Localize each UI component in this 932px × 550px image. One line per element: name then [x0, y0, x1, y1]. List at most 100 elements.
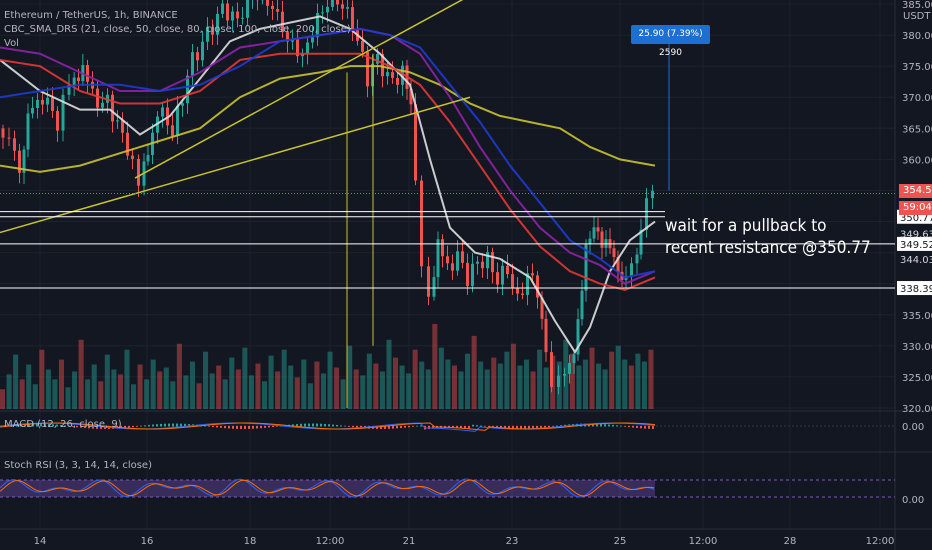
macd-histogram-bar: [620, 425, 622, 427]
macd-histogram-bar: [608, 424, 610, 427]
candle-body: [486, 252, 489, 269]
macd-histogram-bar: [528, 426, 530, 429]
volume-bar: [131, 384, 137, 409]
volume-bar: [379, 371, 385, 409]
y-tick-label: 335.00: [902, 311, 932, 322]
volume-bar: [517, 365, 523, 409]
volume-bar: [537, 349, 543, 409]
candle-body: [639, 229, 643, 255]
macd-histogram-bar: [224, 426, 226, 429]
unit-bg: [896, 8, 932, 22]
macd-histogram-bar: [456, 426, 458, 429]
macd-histogram-bar: [416, 425, 418, 427]
volume-bar: [170, 381, 176, 409]
macd-histogram-bar: [624, 426, 626, 427]
candle-body: [241, 17, 244, 19]
volume-bar: [425, 369, 431, 409]
macd-histogram-bar: [336, 424, 338, 427]
macd-histogram-bar: [640, 426, 642, 429]
macd-histogram-bar: [160, 423, 162, 427]
annotation-line-2: recent resistance @350.77: [665, 238, 871, 258]
indicator-legend[interactable]: CBC_SMA_DRS (21, close, 50, close, 80, c…: [4, 24, 351, 35]
macd-legend[interactable]: MACD (12, 26, close, 9): [4, 419, 122, 430]
x-tick-label: 28: [784, 536, 797, 547]
candle-body: [600, 231, 604, 248]
y-tick-label: 330.00: [902, 342, 932, 353]
volume-bar: [209, 373, 215, 409]
macd-histogram-bar: [452, 426, 454, 429]
macd-histogram-bar: [44, 423, 46, 427]
volume-bar: [648, 349, 654, 409]
macd-histogram-bar: [100, 426, 102, 429]
volume-legend[interactable]: Vol: [4, 38, 19, 49]
macd-histogram-bar: [512, 426, 514, 429]
candle-body: [271, 5, 274, 9]
macd-histogram-bar: [164, 423, 166, 427]
volume-bar: [340, 379, 346, 409]
macd-histogram-bar: [252, 426, 254, 429]
level-tag-label: 350.77: [900, 213, 932, 224]
volume-bar: [45, 369, 51, 409]
macd-histogram-bar: [220, 426, 222, 428]
volume-bar: [582, 359, 588, 409]
macd-histogram-bar: [304, 423, 306, 427]
y-tick-label: 370.00: [902, 93, 932, 104]
macd-histogram-bar: [468, 426, 470, 429]
volume-bar: [189, 361, 195, 409]
macd-histogram-bar: [464, 426, 466, 429]
stoch-axis-label: 0.00: [902, 495, 924, 506]
candle-body: [376, 53, 379, 64]
candle-body: [36, 99, 39, 108]
candle-body: [311, 37, 314, 43]
candle-body: [126, 132, 129, 156]
macd-histogram-bar: [644, 426, 646, 429]
candle-body: [526, 273, 529, 295]
macd-histogram-bar: [172, 423, 174, 427]
macd-histogram-bar: [292, 424, 294, 427]
macd-histogram-bar: [544, 426, 546, 428]
candle-body: [588, 238, 592, 245]
volume-bar: [307, 383, 313, 409]
candle-body: [414, 104, 417, 181]
volume-bar: [58, 359, 64, 409]
macd-histogram-bar: [536, 426, 538, 429]
volume-bar: [65, 387, 71, 409]
candle-body: [436, 239, 440, 278]
macd-histogram-bar: [328, 424, 330, 427]
macd-histogram-bar: [48, 423, 50, 427]
macd-histogram-bar: [212, 426, 214, 428]
volume-bar: [497, 363, 503, 409]
macd-histogram-bar: [144, 425, 146, 427]
candle-body: [236, 11, 239, 19]
volume-bar: [137, 364, 143, 409]
macd-histogram-bar: [380, 426, 382, 429]
level-tag-bg: [897, 281, 932, 296]
candle-body: [616, 257, 620, 272]
level-tag-bg: [897, 236, 932, 251]
candle-body: [441, 239, 444, 257]
candle-body: [13, 138, 16, 151]
candle-body: [221, 3, 224, 14]
volume-bar: [399, 365, 405, 409]
macd-histogram-bar: [188, 424, 190, 427]
macd-histogram-bar: [400, 426, 402, 429]
candle-body: [101, 102, 104, 108]
macd-histogram-bar: [308, 423, 310, 427]
macd-histogram-bar: [352, 426, 354, 428]
volume-bar: [465, 353, 471, 409]
macd-histogram-bar: [236, 426, 238, 429]
candle-body: [531, 273, 534, 276]
macd-histogram-bar: [508, 426, 510, 429]
y-tick-label: 360.00: [902, 155, 932, 166]
sma-line-sma-21: [0, 15, 656, 354]
volume-bar: [576, 365, 582, 409]
macd-histogram-bar: [140, 425, 142, 427]
stoch-legend[interactable]: Stoch RSI (3, 3, 14, 14, close): [4, 460, 152, 471]
macd-histogram-bar: [152, 424, 154, 427]
candle-body: [206, 26, 209, 42]
macd-histogram-bar: [460, 426, 462, 429]
volume-bar: [216, 365, 222, 409]
volume-bar: [176, 343, 182, 409]
sma-line-sma-50: [0, 65, 656, 173]
